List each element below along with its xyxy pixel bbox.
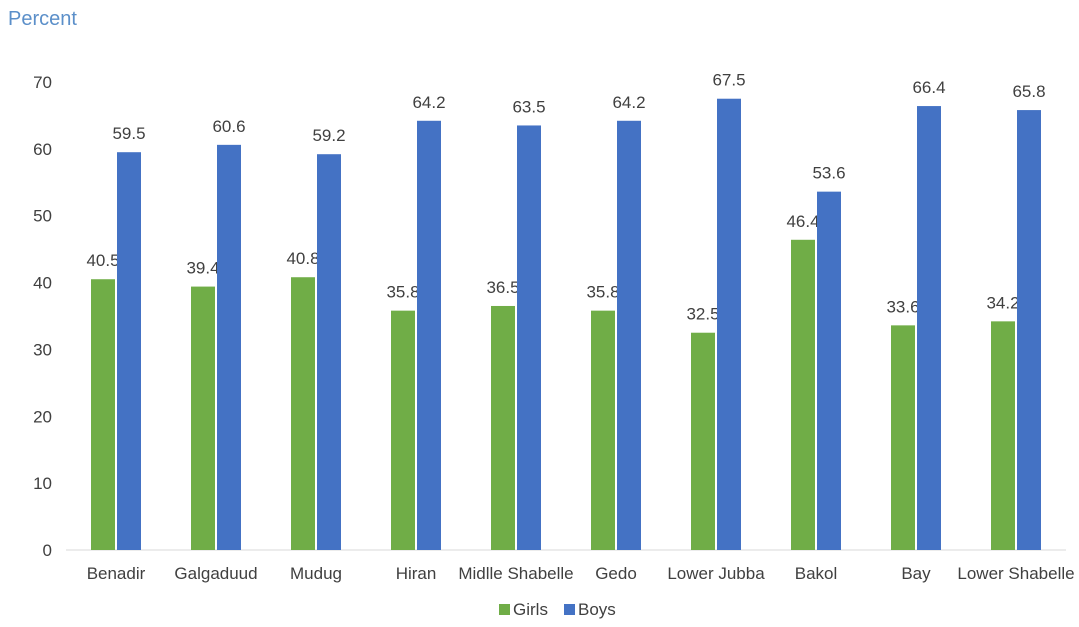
data-label-girls: 35.8 [386, 283, 419, 302]
data-label-girls: 46.4 [786, 212, 819, 231]
data-label-girls: 36.5 [486, 278, 519, 297]
x-tick-label: Bay [901, 564, 931, 583]
bar-girls [991, 321, 1015, 550]
x-tick-label: Lower Shabelle [957, 564, 1074, 583]
bar-girls [791, 239, 815, 551]
data-label-boys: 60.6 [212, 117, 245, 136]
legend-swatch-girls [499, 604, 510, 615]
x-tick-label: Benadir [87, 564, 146, 583]
legend-label-girls: Girls [513, 600, 548, 619]
x-tick-label: Hiran [396, 564, 437, 583]
bar-girls [91, 279, 115, 550]
bar-boys [117, 152, 141, 550]
data-label-girls: 40.5 [86, 251, 119, 270]
data-label-girls: 33.6 [886, 297, 919, 316]
x-tick-label: Mudug [290, 564, 342, 583]
y-axis-title: Percent [8, 8, 77, 30]
data-label-girls: 32.5 [686, 305, 719, 324]
data-label-boys: 59.2 [312, 126, 345, 145]
legend-label-boys: Boys [578, 600, 616, 619]
y-tick-label: 60 [33, 140, 52, 159]
x-tick-label: Gedo [595, 564, 637, 583]
data-label-boys: 66.4 [912, 78, 945, 97]
y-tick-label: 50 [33, 207, 52, 226]
y-tick-label: 20 [33, 407, 52, 426]
bar-boys [917, 106, 941, 550]
bar-girls [591, 310, 615, 550]
bar-boys [1017, 110, 1041, 550]
y-tick-label: 0 [43, 541, 52, 560]
legend-swatch-boys [564, 604, 575, 615]
data-label-boys: 64.2 [612, 93, 645, 112]
bar-girls [291, 277, 315, 550]
y-tick-label: 30 [33, 340, 52, 359]
data-label-boys: 63.5 [512, 97, 545, 116]
data-label-girls: 39.4 [186, 259, 219, 278]
data-label-boys: 53.6 [812, 164, 845, 183]
data-label-boys: 67.5 [712, 71, 745, 90]
data-label-boys: 64.2 [412, 93, 445, 112]
x-tick-label: Lower Jubba [667, 564, 765, 583]
bar-boys [217, 144, 241, 551]
bar-girls [691, 332, 715, 550]
bar-boys [617, 120, 641, 550]
y-tick-label: 40 [33, 274, 52, 293]
data-label-girls: 34.2 [986, 293, 1019, 312]
x-tick-label: Galgaduud [174, 564, 257, 583]
bar-girls [391, 310, 415, 550]
bar-girls [491, 305, 515, 550]
bar-boys [717, 98, 741, 550]
x-tick-label: Midlle Shabelle [458, 564, 573, 583]
data-label-girls: 35.8 [586, 283, 619, 302]
bar-boys [317, 154, 341, 550]
x-tick-label: Bakol [795, 564, 838, 583]
y-tick-label: 10 [33, 474, 52, 493]
bar-girls [891, 325, 915, 550]
bar-boys [417, 120, 441, 550]
bar-girls [191, 286, 215, 550]
data-label-boys: 65.8 [1012, 82, 1045, 101]
data-label-boys: 59.5 [112, 124, 145, 143]
y-tick-label: 70 [33, 73, 52, 92]
data-label-girls: 40.8 [286, 249, 319, 268]
bar-boys [517, 125, 541, 550]
bar-boys [817, 191, 841, 550]
